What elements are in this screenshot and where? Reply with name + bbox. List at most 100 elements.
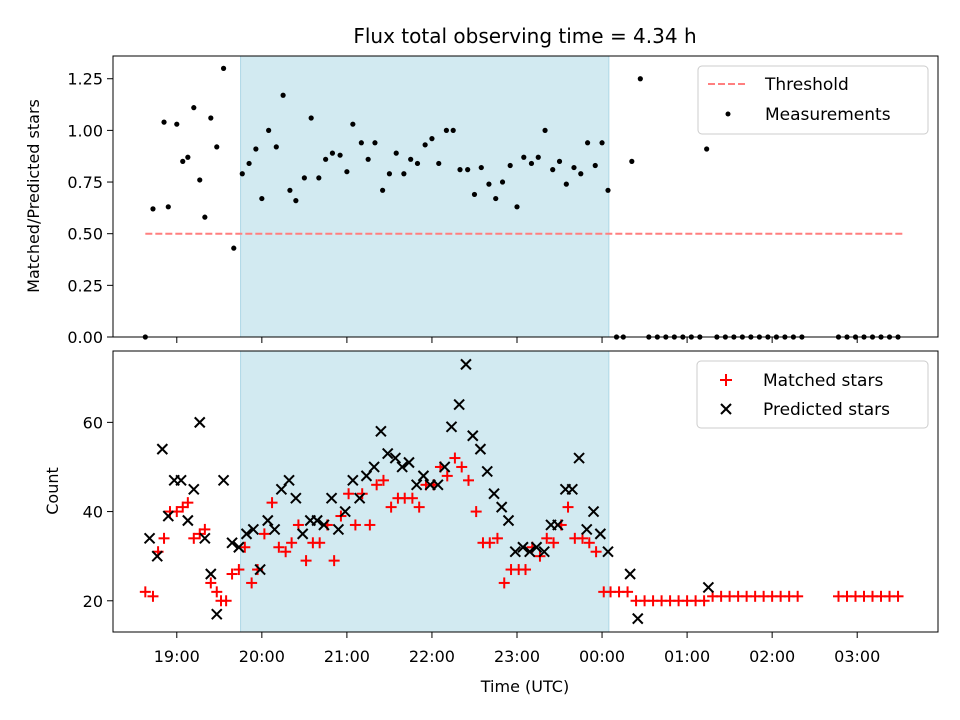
predicted-star-point (467, 430, 479, 442)
measurement-point (550, 167, 556, 173)
predicted-star-point (481, 465, 493, 478)
predicted-star-point (162, 510, 174, 522)
top-x-ticks (176, 337, 858, 343)
matched-star-point (698, 595, 710, 607)
predicted-star-point (524, 546, 536, 558)
matched-star-point (406, 492, 418, 504)
measurement-point (592, 162, 598, 169)
matched-star-point (622, 586, 634, 598)
predicted-star-point (389, 452, 402, 464)
predicted-star-point (460, 358, 472, 371)
measurement-point (337, 152, 343, 158)
measurement-point (514, 204, 520, 210)
y-tick-label: 1.00 (67, 121, 103, 140)
top-shaded-span (240, 55, 610, 338)
matched-stars-points (139, 452, 904, 607)
y-tick-label: 40 (83, 503, 103, 522)
measurement-point (197, 177, 203, 183)
predicted-star-point (268, 523, 281, 536)
measurement-point (605, 187, 611, 193)
bottom-legend: Matched stars Predicted stars (696, 360, 929, 429)
matched-star-point (892, 590, 904, 602)
measurement-point (372, 140, 378, 146)
matched-star-point (266, 497, 278, 509)
predicted-star-point (217, 474, 230, 487)
predicted-star-point (353, 492, 366, 504)
measurement-point (239, 171, 245, 177)
x-tick-label: 00:00 (579, 647, 625, 666)
measurement-point (150, 206, 156, 212)
matched-star-point (147, 590, 159, 602)
predicted-stars-points (143, 358, 715, 625)
matched-star-point (343, 488, 355, 500)
matched-star-point (541, 532, 553, 544)
y-tick-label: 0.00 (67, 328, 103, 347)
bottom-y-axis: 20 40 60 (83, 413, 113, 611)
x-axis-label: Time (UTC) (480, 677, 569, 696)
measurement-point (266, 127, 272, 133)
measurement-point (220, 65, 227, 71)
measurement-point (401, 171, 407, 177)
predicted-star-point (602, 546, 614, 558)
predicted-star-point (445, 421, 458, 433)
top-y-axis-label: Matched/Predicted stars (24, 99, 43, 293)
predicted-star-point (240, 528, 253, 540)
legend-measurements-swatch (725, 111, 731, 117)
measurement-point (499, 179, 506, 185)
measurement-point (208, 115, 214, 121)
y-tick-label: 60 (83, 413, 103, 432)
measurement-point (316, 175, 322, 181)
matched-star-point (246, 577, 258, 589)
x-tick-label: 03:00 (834, 647, 880, 666)
legend-predicted-label: Predicted stars (763, 400, 890, 420)
y-tick-label: 0.50 (67, 225, 103, 244)
x-tick-label: 23:00 (494, 647, 540, 666)
predicted-star-point (175, 474, 187, 487)
measurement-point (280, 92, 286, 98)
x-tick-label: 19:00 (154, 647, 200, 666)
predicted-star-point (296, 528, 309, 540)
x-tick-label: 01:00 (664, 647, 710, 666)
matched-star-point (441, 470, 453, 482)
measurement-point (344, 169, 350, 175)
measurement-point (535, 154, 541, 160)
measurement-point (465, 167, 471, 173)
matched-star-point (239, 541, 251, 553)
x-tick-label: 02:00 (749, 647, 795, 666)
measurement-point (443, 127, 450, 133)
predicted-star-point (194, 416, 206, 429)
measurement-point (161, 119, 167, 125)
matched-star-point (498, 577, 510, 589)
y-tick-label: 1.25 (67, 70, 103, 89)
matched-star-point (182, 497, 194, 509)
measurement-point (599, 140, 605, 146)
predicted-star-point (226, 537, 238, 549)
matched-star-point (328, 555, 340, 567)
predicted-star-point (332, 523, 345, 536)
predicted-star-point (552, 519, 564, 531)
matched-star-point (792, 590, 804, 602)
predicted-star-point (403, 456, 415, 469)
measurement-point (301, 175, 307, 181)
shaded-span (240, 55, 610, 338)
predicted-star-point (182, 514, 194, 527)
y-tick-label: 0.75 (67, 173, 103, 192)
predicted-star-point (474, 443, 487, 455)
predicted-star-point (156, 443, 169, 455)
measurement-point (422, 142, 428, 148)
matched-star-point (300, 555, 312, 567)
measurement-point (380, 187, 386, 193)
x-tick-label: 21:00 (324, 647, 370, 666)
matched-star-point (211, 586, 223, 598)
measurement-point (704, 146, 710, 152)
predicted-star-point (262, 514, 274, 527)
predicted-star-point (566, 483, 578, 495)
matched-star-point (371, 479, 383, 491)
measurement-point (273, 144, 279, 150)
matched-star-point (220, 595, 232, 607)
predicted-star-point (624, 568, 636, 580)
measurement-point (556, 158, 563, 164)
measurement-point (578, 171, 584, 177)
predicted-star-point (205, 568, 217, 580)
predicted-star-point (254, 563, 266, 576)
